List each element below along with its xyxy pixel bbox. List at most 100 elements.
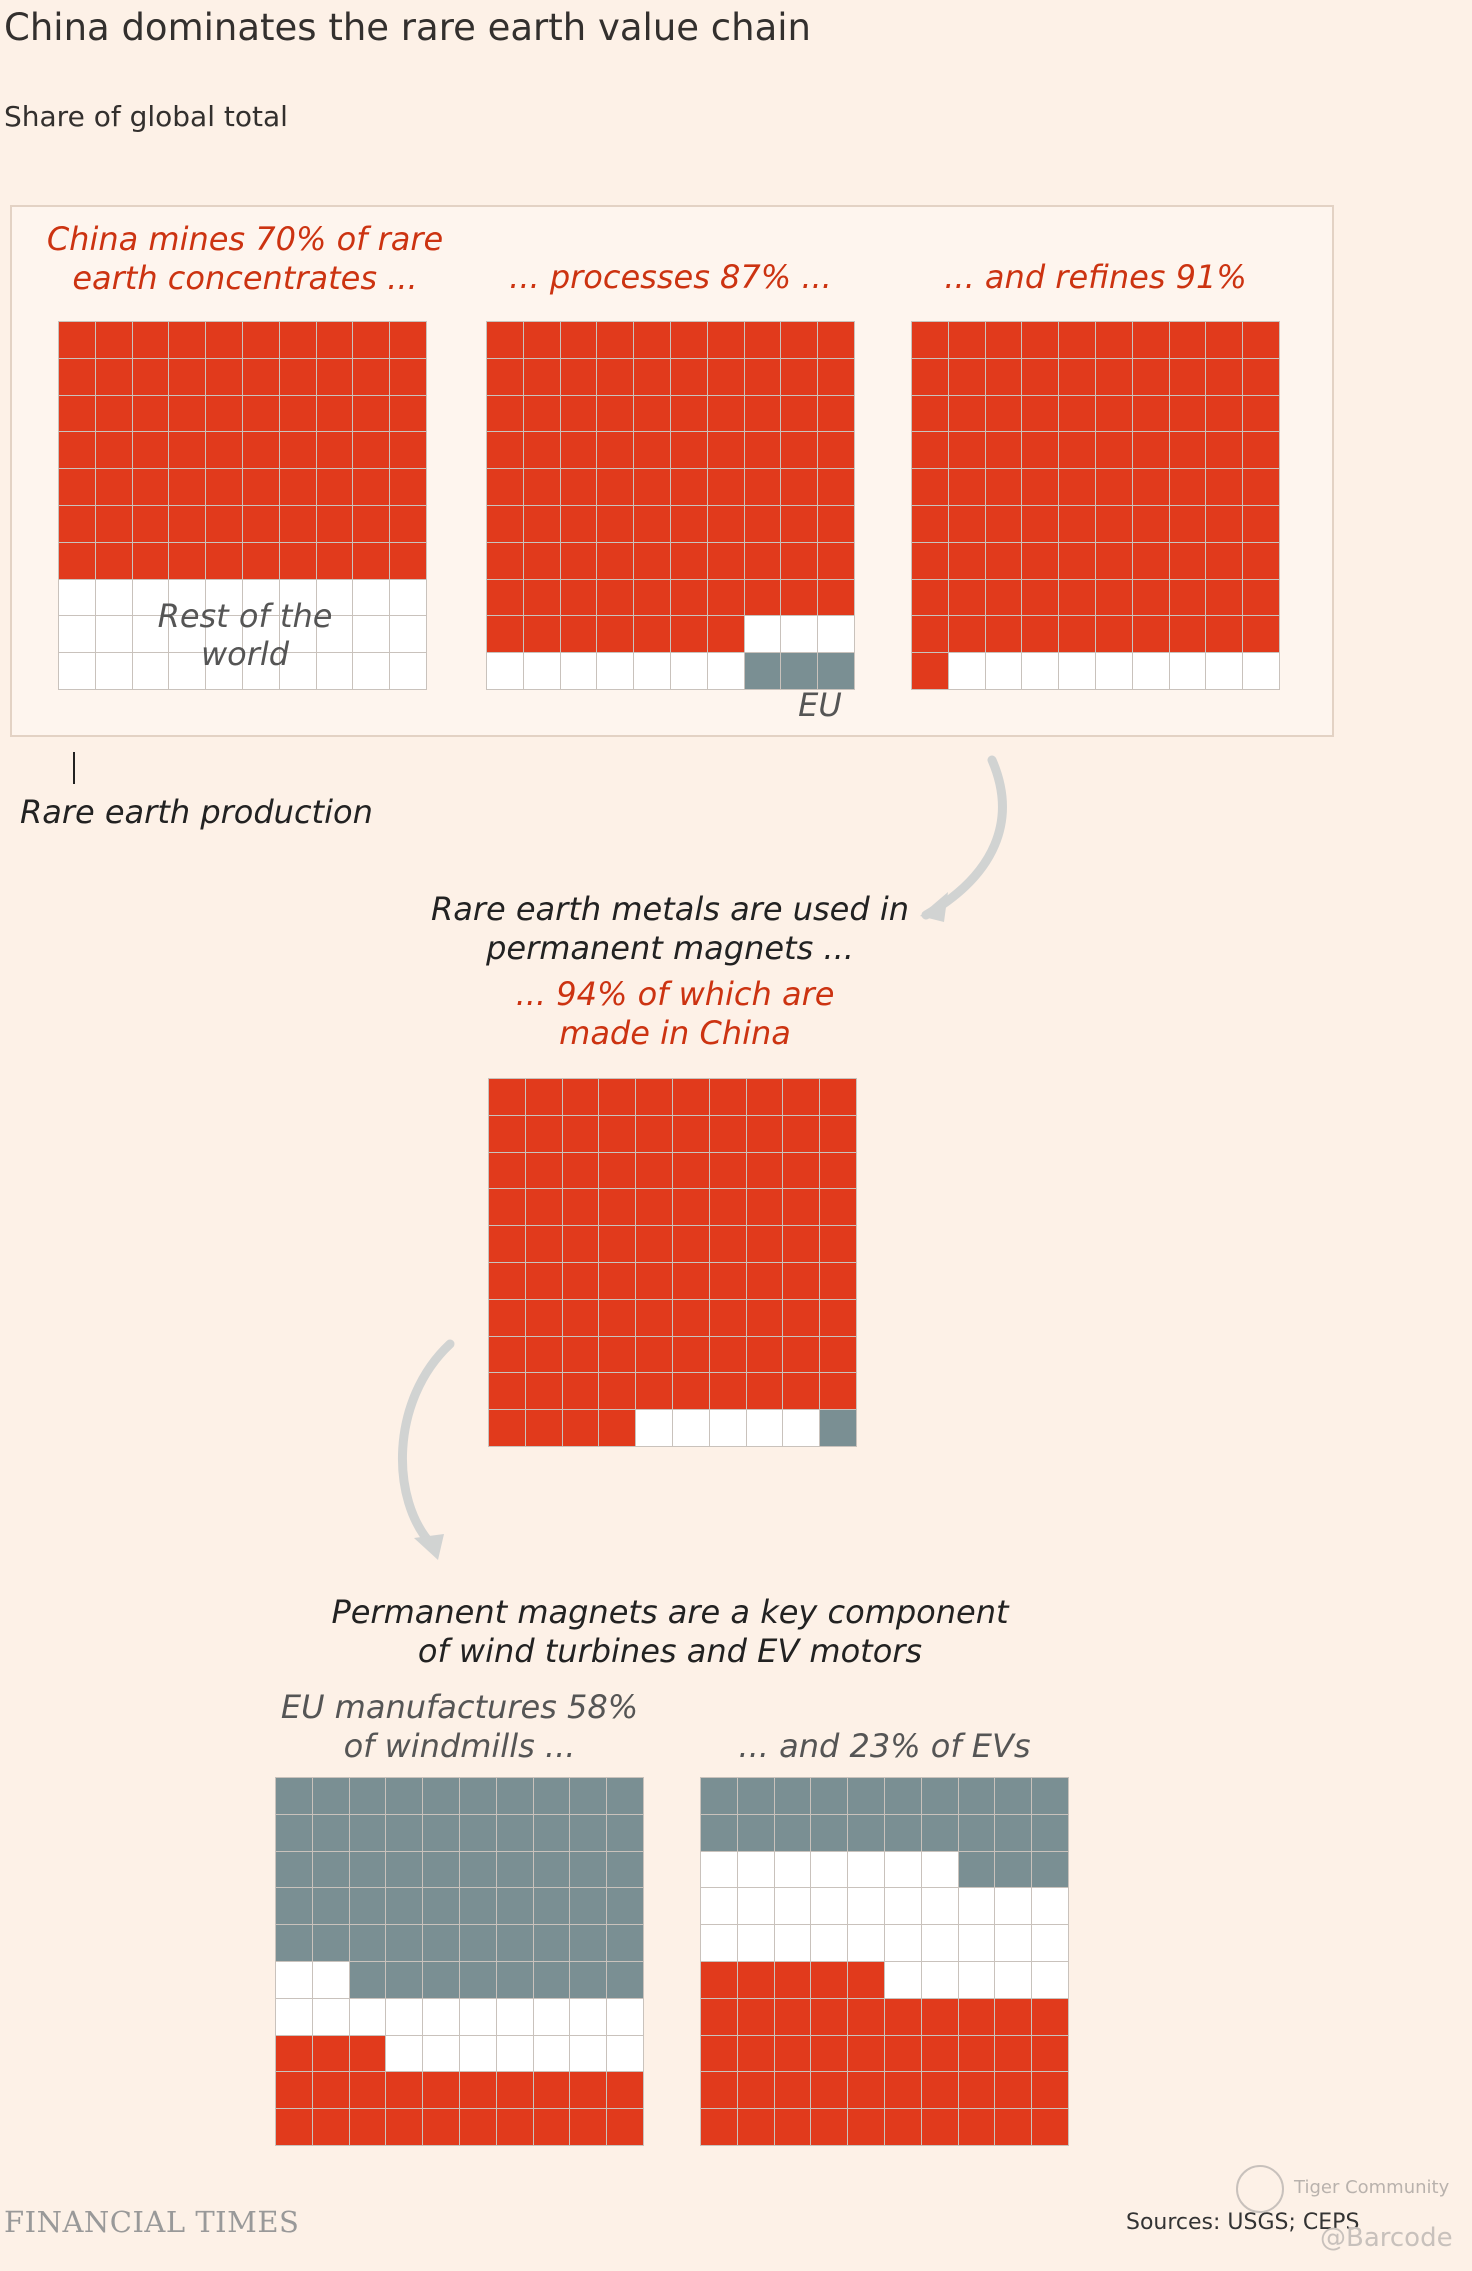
waffle-cell-rest-of-world: [132, 653, 169, 689]
waffle-cell-china: [701, 2035, 737, 2072]
waffle-cell-china: [169, 395, 206, 432]
waffle-cell-eu: [958, 1851, 995, 1888]
waffle-cell-rest-of-world: [1169, 653, 1206, 689]
waffle-cell-china: [948, 616, 985, 653]
waffle-cell-rest-of-world: [390, 653, 426, 689]
waffle-cell-china: [811, 1998, 848, 2035]
label-magnets-china: ... 94% of which are made in China: [515, 975, 835, 1052]
waffle-cell-china: [459, 2072, 496, 2109]
waffle-cell-china: [276, 2072, 312, 2109]
waffle-cell-china: [599, 1373, 636, 1410]
waffle-cell-eu: [607, 1814, 643, 1851]
waffle-cell-eu: [995, 1814, 1032, 1851]
waffle-cell-eu: [1032, 1814, 1068, 1851]
waffle-cell-china: [242, 505, 279, 542]
waffle-cell-china: [781, 432, 818, 469]
waffle-cell-rest-of-world: [848, 1851, 884, 1888]
waffle-cell-china: [560, 395, 597, 432]
waffle-cell-china: [783, 1262, 820, 1299]
waffle-cell-eu: [276, 1925, 312, 1961]
waffle-cell-eu: [459, 1814, 496, 1851]
waffle-cell-china: [1243, 579, 1279, 616]
waffle-cell-china: [921, 2072, 958, 2109]
waffle-windmills: [275, 1777, 644, 2146]
chart-title: China dominates the rare earth value cha…: [4, 6, 812, 49]
waffle-cell-china: [523, 358, 560, 395]
waffle-cell-china: [634, 432, 670, 469]
waffle-cell-china: [781, 322, 818, 358]
waffle-cell-china: [560, 322, 597, 358]
label-rare-earth-production: Rare earth production: [20, 793, 373, 831]
waffle-cell-china: [169, 322, 206, 358]
waffle-cell-china: [672, 1226, 709, 1262]
waffle-cell-eu: [459, 1961, 496, 1998]
waffle-cell-china: [599, 1336, 636, 1373]
waffle-cell-china: [562, 1189, 599, 1226]
waffle-cell-rest-of-world: [1032, 1925, 1068, 1961]
waffle-cell-china: [820, 1262, 856, 1299]
waffle-cell-rest-of-world: [884, 1851, 921, 1888]
waffle-cell-china: [701, 2072, 737, 2109]
waffle-cell-china: [958, 2072, 995, 2109]
waffle-cell-china: [1022, 395, 1059, 432]
waffle-cell-china: [746, 1262, 783, 1299]
waffle-cell-china: [709, 1189, 746, 1226]
label-refines: ... and refines 91%: [944, 258, 1247, 296]
waffle-cell-china: [737, 1961, 774, 1998]
waffle-cell-china: [487, 616, 523, 653]
waffle-cell-rest-of-world: [737, 1851, 774, 1888]
waffle-cell-rest-of-world: [242, 616, 279, 653]
waffle-cell-eu: [607, 1888, 643, 1925]
waffle-cell-china: [781, 358, 818, 395]
waffle-cell-china: [132, 505, 169, 542]
waffle-cell-china: [59, 505, 95, 542]
waffle-cell-china: [1022, 322, 1059, 358]
waffle-cell-china: [489, 1152, 525, 1189]
waffle-cell-china: [390, 432, 426, 469]
label-mines: China mines 70% of rare earth concentrat…: [46, 220, 444, 297]
waffle-cell-china: [670, 579, 707, 616]
waffle-cell-rest-of-world: [496, 2035, 533, 2072]
waffle-cell-china: [206, 322, 242, 358]
waffle-cell-china: [744, 395, 781, 432]
waffle-cell-china: [562, 1336, 599, 1373]
waffle-cell-rest-of-world: [607, 1998, 643, 2035]
waffle-cell-eu: [921, 1778, 958, 1814]
waffle-evs: [700, 1777, 1069, 2146]
waffle-cell-eu: [607, 1961, 643, 1998]
waffle-cell-china: [525, 1410, 562, 1446]
waffle-cell-rest-of-world: [607, 2035, 643, 2072]
waffle-cell-rest-of-world: [958, 1888, 995, 1925]
waffle-cell-china: [634, 579, 670, 616]
waffle-cell-china: [636, 1373, 672, 1410]
waffle-cell-china: [1032, 1998, 1068, 2035]
waffle-cell-eu: [386, 1961, 423, 1998]
waffle-cell-china: [737, 2072, 774, 2109]
ft-logo: FINANCIAL TIMES: [4, 2205, 300, 2239]
waffle-cell-china: [912, 358, 948, 395]
waffle-cell-rest-of-world: [570, 2035, 607, 2072]
waffle-cell-eu: [423, 1814, 459, 1851]
waffle-cell-china: [1243, 322, 1279, 358]
waffle-cell-rest-of-world: [276, 1998, 312, 2035]
waffle-cell-china: [1169, 432, 1206, 469]
waffle-cell-china: [1243, 505, 1279, 542]
waffle-cell-china: [523, 542, 560, 579]
waffle-cell-eu: [781, 653, 818, 689]
waffle-cell-china: [597, 432, 634, 469]
waffle-cell-china: [774, 2109, 811, 2145]
waffle-cell-china: [533, 2109, 570, 2145]
waffle-cell-china: [912, 616, 948, 653]
waffle-cell-eu: [312, 1888, 349, 1925]
waffle-cell-china: [489, 1189, 525, 1226]
waffle-cell-china: [820, 1079, 856, 1115]
waffle-cell-rest-of-world: [783, 1410, 820, 1446]
waffle-cell-china: [1132, 395, 1169, 432]
waffle-cell-china: [783, 1299, 820, 1336]
waffle-cell-china: [487, 358, 523, 395]
waffle-cell-china: [818, 469, 854, 505]
waffle-cell-china: [279, 469, 316, 505]
waffle-cell-china: [985, 469, 1022, 505]
waffle-cell-china: [985, 358, 1022, 395]
waffle-cell-rest-of-world: [169, 616, 206, 653]
